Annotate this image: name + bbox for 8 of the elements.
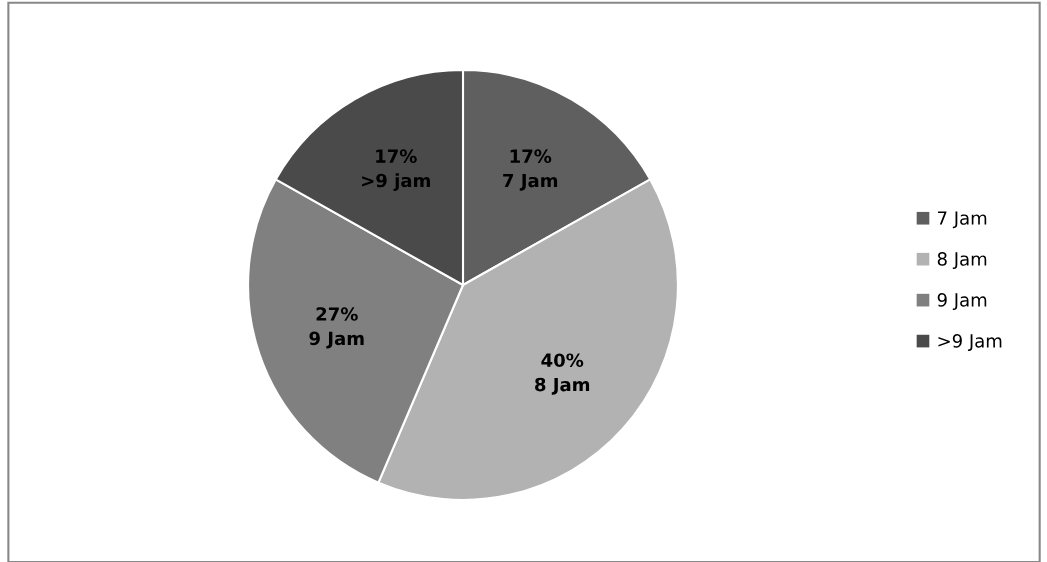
data-label: 17% 7 Jam bbox=[503, 149, 558, 191]
data-label: 17% >9 jam bbox=[362, 149, 430, 191]
legend-label: 9 Jam bbox=[937, 293, 987, 311]
data-label: 40% 8 Jam bbox=[535, 353, 590, 395]
legend-label: 8 Jam bbox=[937, 252, 987, 270]
legend-label: 7 Jam bbox=[938, 211, 987, 229]
legend-label: >9 Jam bbox=[938, 334, 1002, 352]
data-label: 27% 9 Jam bbox=[309, 307, 364, 349]
